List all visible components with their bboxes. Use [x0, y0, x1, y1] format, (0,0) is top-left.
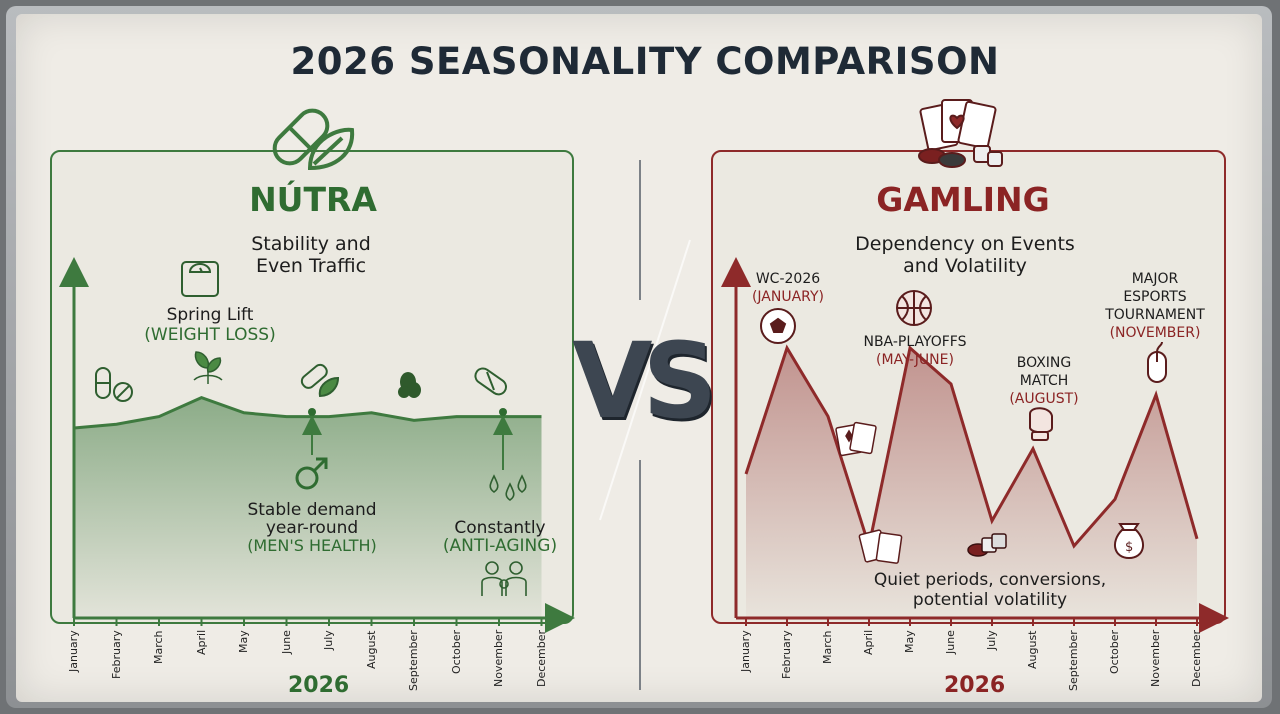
x-tick-label: December: [1190, 630, 1203, 688]
x-tick-label: February: [109, 630, 123, 679]
gambling-nba-note: (MAY-JUNE): [876, 352, 954, 368]
gambling-year-label: 2026: [944, 673, 1006, 698]
cards-icon-bottom: [858, 529, 903, 564]
boxing-glove-icon: [1029, 407, 1053, 441]
pill-leaf-icon: [300, 363, 340, 398]
x-tick-label: August: [364, 630, 378, 669]
x-tick-label: April: [194, 630, 208, 656]
nutra-subtitle: Stability and Even Traffic: [201, 233, 421, 277]
gambling-wc-annotation: WC-2026 (JANUARY): [738, 270, 838, 306]
computer-mouse-icon: [1147, 341, 1167, 383]
nutra-stable-line1: Stable demand: [247, 500, 377, 520]
herb-icon: [398, 372, 421, 398]
gambling-esports-line2: ESPORTS: [1123, 289, 1187, 305]
gambling-esports-note: (NOVEMBER): [1109, 325, 1201, 341]
x-tick-label: May: [237, 630, 250, 653]
x-tick-label: October: [1108, 630, 1121, 675]
nutra-subtitle-line2: Even Traffic: [255, 255, 367, 277]
gambling-subtitle-line1: Dependency on Events: [855, 233, 1075, 255]
x-tick-label: January: [67, 630, 80, 672]
gambling-quiet-line2: potential volatility: [912, 590, 1068, 610]
gambling-boxing-line2: MATCH: [1019, 373, 1069, 389]
playing-cards-icon: [835, 421, 877, 457]
gambling-wc-note: (JANUARY): [751, 289, 825, 305]
x-tick-label: March: [152, 630, 165, 664]
gambling-boxing-note: (AUGUST): [1009, 391, 1079, 407]
nutra-constant-title: Constantly: [454, 518, 546, 538]
vs-label: VS: [572, 320, 717, 442]
vs-slash: [599, 239, 691, 521]
soccer-ball-icon: [760, 308, 796, 344]
nutra-marker-june: [308, 408, 316, 416]
gambling-subtitle-line2: and Volatility: [903, 255, 1027, 277]
gambling-subtitle: Dependency on Events and Volatility: [830, 233, 1100, 277]
nutra-ticks: [73, 618, 543, 626]
money-bag-icon: $: [1113, 523, 1145, 560]
x-tick-label: June: [944, 630, 957, 654]
nutra-spring-title: Spring Lift: [166, 305, 254, 325]
x-tick-label: February: [780, 630, 793, 679]
nutra-constant-annotation: Constantly (ANTI-AGING): [430, 519, 570, 555]
x-tick-label: December: [534, 630, 548, 688]
x-tick-label: July: [322, 630, 335, 650]
gambling-area: [746, 348, 1197, 618]
x-tick-label: June: [279, 630, 293, 654]
gambling-esports-annotation: MAJOR ESPORTS TOURNAMENT (NOVEMBER): [1088, 270, 1222, 342]
gambling-nba-annotation: NBA-PLAYOFFS (MAY-JUNE): [840, 333, 990, 369]
gambling-boxing-line1: BOXING: [1016, 355, 1072, 371]
nutra-spring-annotation: Spring Lift (WEIGHT LOSS): [140, 306, 280, 344]
x-tick-label: May: [903, 630, 916, 653]
x-tick-label: September: [407, 630, 420, 691]
gambling-title: GAMLING: [876, 180, 1050, 219]
nutra-title: NÚTRA: [249, 180, 377, 219]
scale-icon: [181, 261, 219, 297]
capsule-icon: [474, 367, 507, 396]
gambling-esports-line3: TOURNAMENT: [1105, 307, 1205, 323]
capsule-leaf-icon: [272, 108, 355, 171]
gambling-wc-title: WC-2026: [755, 271, 821, 287]
nutra-area: [74, 397, 542, 618]
x-tick-label: September: [1067, 630, 1080, 691]
leaf-sprout-icon: [193, 351, 223, 384]
x-tick-label: November: [492, 630, 505, 688]
x-tick-label: March: [821, 630, 834, 664]
x-tick-label: July: [985, 630, 998, 650]
x-tick-label: April: [862, 630, 875, 656]
water-drops-icon: [489, 474, 527, 501]
nutra-spring-note: (WEIGHT LOSS): [144, 325, 276, 345]
nutra-marker-november: [499, 408, 507, 416]
nutra-stable-annotation: Stable demand year-round (MEN'S HEALTH): [222, 501, 402, 555]
x-tick-label: October: [449, 630, 463, 675]
male-symbol-icon: [295, 457, 328, 490]
page-title: 2026 SEASONALITY COMPARISON: [290, 40, 1000, 83]
nutra-constant-note: (ANTI-AGING): [442, 536, 558, 556]
svg-text:$: $: [1125, 540, 1133, 555]
gambling-ticks: [745, 618, 1198, 626]
x-tick-label: August: [1026, 630, 1039, 669]
nutra-stable-note: (MEN'S HEALTH): [247, 536, 377, 555]
pill-icon: [95, 367, 133, 402]
nutra-subtitle-line1: Stability and: [251, 233, 371, 255]
x-tick-label: January: [739, 630, 752, 672]
gambling-boxing-annotation: BOXING MATCH (AUGUST): [994, 354, 1094, 408]
nutra-year-label: 2026: [288, 673, 350, 698]
gambling-nba-title: NBA-PLAYOFFS: [863, 334, 967, 350]
cards-chips-dice-icon: [918, 99, 1003, 168]
family-icon: [481, 561, 527, 596]
gambling-quiet-annotation: Quiet periods, conversions, potential vo…: [850, 570, 1130, 610]
gambling-series-line: [744, 344, 1199, 552]
basketball-icon: [896, 290, 932, 326]
gambling-quiet-line1: Quiet periods, conversions,: [873, 570, 1107, 590]
nutra-stable-line2: year-round: [265, 518, 359, 538]
x-tick-label: November: [1149, 630, 1162, 688]
dice-chips-icon: [967, 533, 1007, 557]
gambling-esports-line1: MAJOR: [1131, 271, 1179, 287]
